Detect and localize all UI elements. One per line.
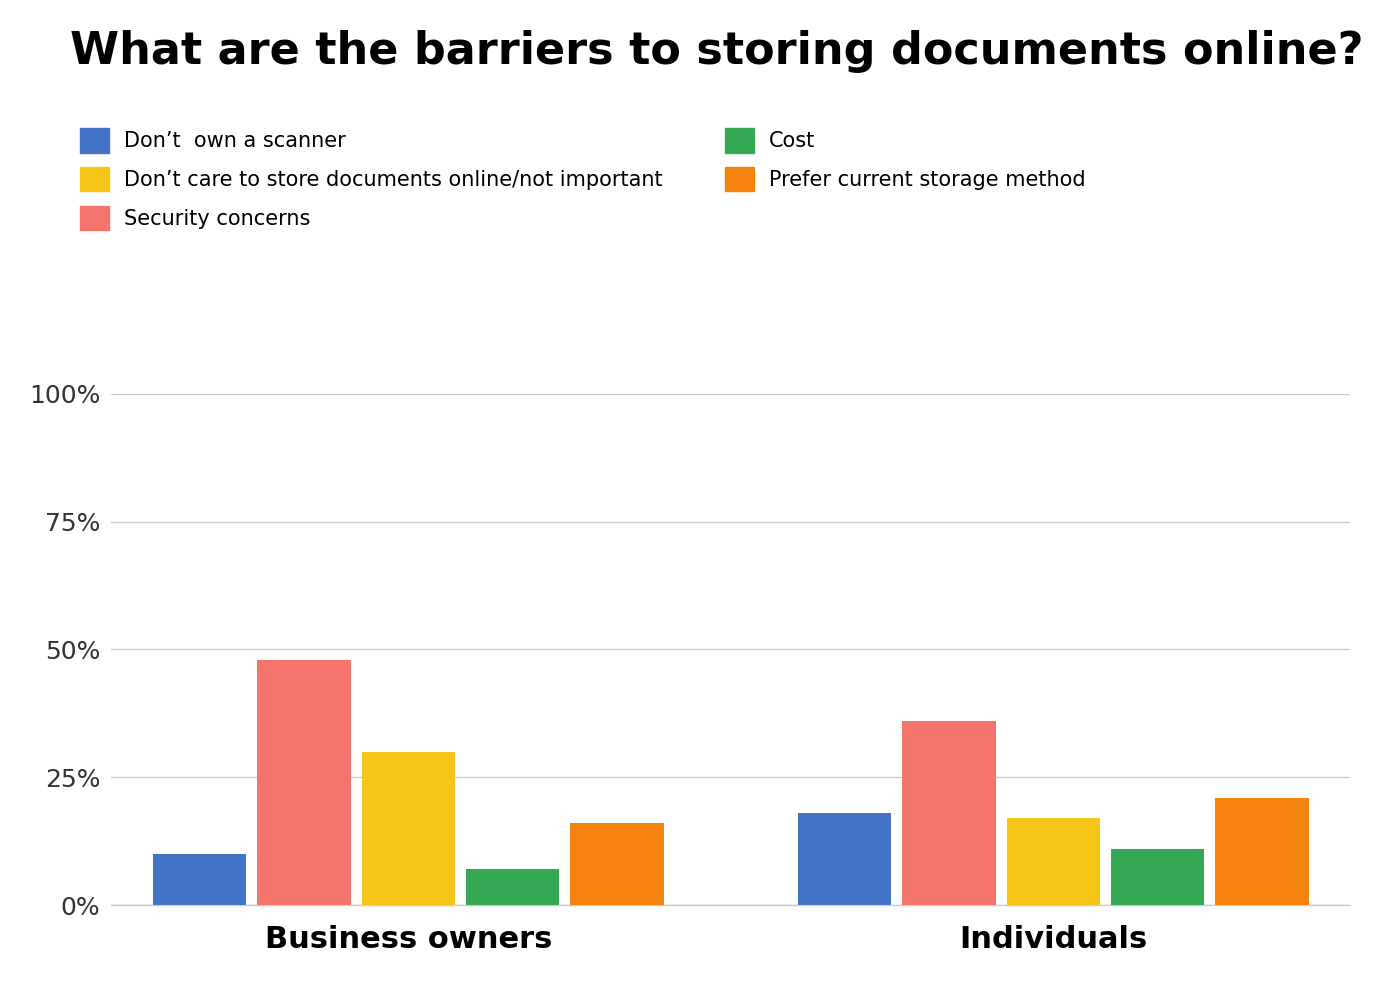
Bar <box>1006 819 1100 905</box>
Legend: Don’t  own a scanner, Don’t care to store documents online/not important, Securi: Don’t own a scanner, Don’t care to store… <box>79 129 1086 230</box>
Bar <box>153 854 246 905</box>
Bar <box>798 813 891 905</box>
Bar <box>902 721 995 905</box>
Bar <box>1215 798 1308 905</box>
Bar <box>571 824 664 905</box>
Bar <box>466 870 560 905</box>
Bar <box>258 659 351 905</box>
Bar <box>1111 849 1204 905</box>
Bar <box>362 752 455 905</box>
Text: What are the barriers to storing documents online?: What are the barriers to storing documen… <box>70 30 1363 73</box>
